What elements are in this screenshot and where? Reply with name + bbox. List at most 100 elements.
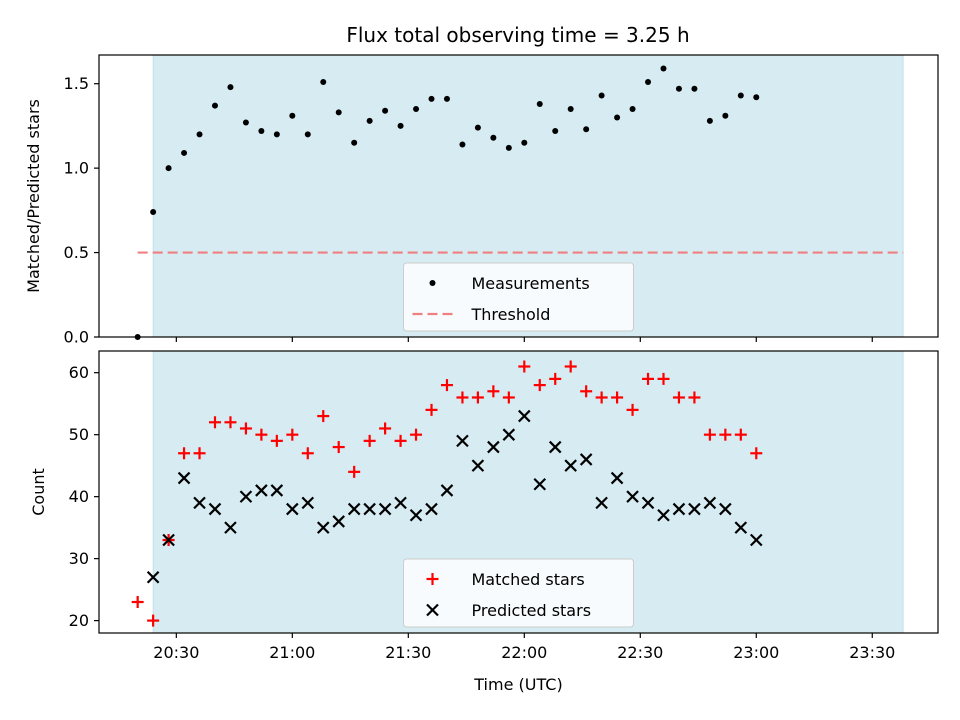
cross-b bbox=[641, 496, 655, 510]
predicted-star-point bbox=[688, 502, 701, 516]
cross-b bbox=[378, 502, 392, 516]
cross-b bbox=[440, 484, 454, 497]
predicted-star-point bbox=[162, 533, 175, 547]
measurement-point bbox=[645, 79, 652, 86]
predicted-star-point bbox=[719, 502, 732, 516]
predicted-star-point bbox=[146, 570, 160, 584]
matched-star-point bbox=[440, 379, 453, 392]
measurement-point bbox=[660, 65, 667, 72]
measurement-point bbox=[614, 114, 621, 121]
matched-star-point bbox=[626, 403, 639, 416]
measurement-point bbox=[165, 165, 172, 172]
x-tick-label: 22:30 bbox=[617, 643, 663, 662]
measurement-point bbox=[552, 127, 559, 134]
x-tick-label: 23:30 bbox=[849, 643, 895, 662]
matched-star-point bbox=[564, 360, 577, 373]
matched-star-point bbox=[178, 447, 191, 460]
top-x-ticks bbox=[175, 337, 873, 342]
matched-star-point bbox=[379, 422, 392, 435]
cross-b bbox=[286, 502, 299, 516]
x-tick-label: 23:00 bbox=[733, 643, 779, 662]
predicted-star-point bbox=[610, 471, 624, 485]
matched-star-point bbox=[471, 391, 484, 404]
cross-b bbox=[425, 502, 438, 516]
measurement-point bbox=[366, 117, 373, 124]
matched-star-point bbox=[750, 447, 763, 460]
predicted-star-point bbox=[301, 496, 315, 510]
cross-b bbox=[255, 484, 268, 497]
bottom-x-ticks: 20:30 21:00 21:30 22:00 22:30 23:00 23:30 bbox=[153, 633, 895, 662]
x-tick-label: 21:30 bbox=[385, 643, 431, 662]
cross-b bbox=[316, 521, 330, 534]
matched-star-point bbox=[719, 428, 732, 441]
top-y-ticks: 0.0 0.5 1.0 1.5 bbox=[64, 74, 99, 347]
cross-b bbox=[193, 496, 206, 510]
cross-b bbox=[626, 490, 639, 503]
matched-star-point bbox=[301, 447, 314, 460]
cross-b bbox=[301, 496, 315, 510]
matched-star-point bbox=[147, 614, 160, 627]
matched-star-point bbox=[688, 391, 701, 404]
measurement-point bbox=[598, 92, 605, 99]
matched-star-point bbox=[595, 391, 608, 404]
matched-star-point bbox=[487, 385, 500, 398]
measurement-point bbox=[273, 131, 280, 138]
measurement-point bbox=[413, 106, 420, 113]
matched-star-point bbox=[642, 372, 655, 385]
legend-marker-x bbox=[426, 603, 439, 617]
measurement-point bbox=[753, 94, 760, 101]
x-axis-label: Time (UTC) bbox=[473, 675, 562, 694]
measurement-point bbox=[459, 141, 466, 148]
measurement-point bbox=[211, 102, 218, 109]
top-y-axis-label: Matched/Predicted stars bbox=[24, 99, 43, 293]
predicted-star-point bbox=[193, 496, 206, 510]
matched-star-point bbox=[533, 379, 546, 392]
bottom-legend: Matched stars Predicted stars bbox=[403, 558, 634, 628]
cross-b bbox=[347, 502, 361, 516]
top-panel: 0.0 0.5 1.0 1.5 Matched/Predicted stars Mea… bbox=[24, 54, 939, 347]
predicted-star-point bbox=[750, 533, 763, 547]
bottom-y-tick-label: 40 bbox=[69, 487, 89, 506]
predicted-star-point bbox=[502, 428, 516, 441]
matched-star-point bbox=[672, 391, 685, 404]
top-y-tick-label: 1.0 bbox=[64, 159, 89, 178]
top-y-tick-label: 0.5 bbox=[64, 243, 89, 262]
matched-star-point bbox=[502, 391, 515, 404]
measurement-point bbox=[304, 131, 311, 138]
measurement-point bbox=[382, 107, 389, 114]
matched-star-point bbox=[518, 360, 531, 373]
cross-b bbox=[657, 508, 670, 522]
matched-star-point bbox=[703, 428, 716, 441]
predicted-star-point bbox=[626, 490, 639, 503]
measurement-point bbox=[289, 112, 296, 119]
measurement-point bbox=[706, 117, 713, 124]
matched-star-point bbox=[657, 372, 670, 385]
cross-b bbox=[162, 533, 175, 547]
cross-b bbox=[548, 440, 562, 454]
measurement-point bbox=[258, 127, 265, 134]
top-axes-frame bbox=[98, 54, 939, 338]
cross-b bbox=[363, 502, 376, 516]
cross-b bbox=[533, 477, 547, 491]
predicted-star-point bbox=[394, 496, 407, 510]
predicted-star-point bbox=[533, 477, 547, 491]
predicted-star-point bbox=[734, 521, 748, 534]
matched-star-point bbox=[580, 385, 593, 398]
cross-b bbox=[734, 521, 748, 534]
measurement-point bbox=[196, 131, 203, 138]
bottom-y-tick-label: 50 bbox=[69, 425, 89, 444]
cross-b bbox=[703, 496, 717, 510]
measurement-point bbox=[181, 149, 188, 156]
bottom-y-tick-label: 20 bbox=[69, 611, 89, 630]
measurement-point bbox=[629, 106, 636, 113]
matched-star-point bbox=[549, 372, 562, 385]
cross-b bbox=[688, 502, 701, 516]
predicted-star-point bbox=[641, 496, 655, 510]
measurement-point bbox=[242, 119, 249, 126]
matched-star-point bbox=[255, 428, 268, 441]
cross-b bbox=[224, 521, 237, 534]
legend-label: Matched stars bbox=[472, 570, 585, 589]
cross-b bbox=[502, 428, 516, 441]
legend-marker-dot bbox=[429, 280, 436, 286]
measurement-point bbox=[320, 79, 327, 86]
